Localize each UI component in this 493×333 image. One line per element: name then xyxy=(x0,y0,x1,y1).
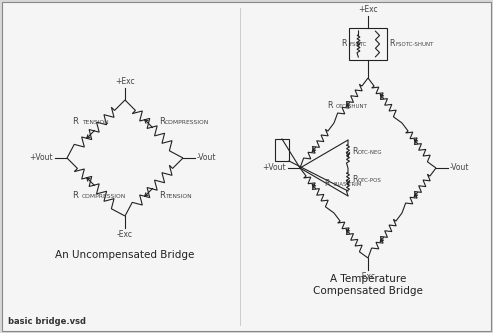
Text: R: R xyxy=(159,117,165,126)
Text: -Exc: -Exc xyxy=(117,230,133,239)
Bar xyxy=(275,139,289,161)
Bar xyxy=(349,28,387,60)
Text: TENSION: TENSION xyxy=(165,193,192,198)
Text: R: R xyxy=(342,40,347,49)
Text: OTC-SHUNT: OTC-SHUNT xyxy=(336,105,368,110)
Text: R: R xyxy=(352,148,357,157)
Text: An Uncompensated Bridge: An Uncompensated Bridge xyxy=(55,250,195,260)
Text: TENSION: TENSION xyxy=(82,120,108,125)
Text: R: R xyxy=(352,175,357,184)
Text: -Exc: -Exc xyxy=(360,272,376,281)
Text: +Vout: +Vout xyxy=(262,164,286,172)
Text: FSOTC: FSOTC xyxy=(349,43,366,48)
Text: OTC-NEG: OTC-NEG xyxy=(358,151,383,156)
Text: BIAS TRIM: BIAS TRIM xyxy=(334,182,361,187)
Text: -Vout: -Vout xyxy=(197,154,216,163)
Text: R: R xyxy=(324,179,330,188)
Text: R: R xyxy=(72,117,78,126)
Text: -Vout: -Vout xyxy=(450,164,469,172)
Text: +Exc: +Exc xyxy=(115,77,135,86)
Text: R: R xyxy=(327,102,333,111)
Text: COMPRESSION: COMPRESSION xyxy=(165,120,209,125)
Text: R: R xyxy=(72,190,78,199)
Text: basic bridge.vsd: basic bridge.vsd xyxy=(8,317,86,326)
Text: +Exc: +Exc xyxy=(358,5,378,14)
Text: A Temperature
Compensated Bridge: A Temperature Compensated Bridge xyxy=(313,274,423,296)
Text: R: R xyxy=(159,190,165,199)
Text: +Vout: +Vout xyxy=(30,154,53,163)
Text: FSOTC-SHUNT: FSOTC-SHUNT xyxy=(395,43,433,48)
Text: OTC-POS: OTC-POS xyxy=(358,178,382,183)
Text: R: R xyxy=(389,40,394,49)
Text: COMPRESSION: COMPRESSION xyxy=(82,193,126,198)
